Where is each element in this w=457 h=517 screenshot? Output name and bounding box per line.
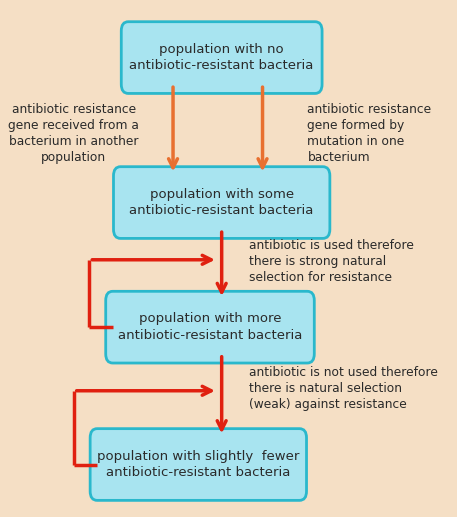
- Text: antibiotic is not used therefore
there is natural selection
(weak) against resis: antibiotic is not used therefore there i…: [249, 366, 438, 410]
- FancyBboxPatch shape: [113, 166, 330, 238]
- Text: antibiotic resistance
gene received from a
bacterium in another
population: antibiotic resistance gene received from…: [8, 103, 139, 164]
- Text: population with slightly  fewer
antibiotic-resistant bacteria: population with slightly fewer antibioti…: [97, 450, 299, 479]
- Text: antibiotic resistance
gene formed by
mutation in one
bacterium: antibiotic resistance gene formed by mut…: [308, 103, 431, 164]
- FancyBboxPatch shape: [106, 291, 314, 363]
- Text: population with more
antibiotic-resistant bacteria: population with more antibiotic-resistan…: [118, 312, 302, 342]
- Text: population with some
antibiotic-resistant bacteria: population with some antibiotic-resistan…: [129, 188, 314, 217]
- Text: population with no
antibiotic-resistant bacteria: population with no antibiotic-resistant …: [129, 43, 314, 72]
- FancyBboxPatch shape: [90, 429, 307, 500]
- Text: antibiotic is used therefore
there is strong natural
selection for resistance: antibiotic is used therefore there is st…: [249, 238, 414, 283]
- FancyBboxPatch shape: [121, 22, 322, 94]
